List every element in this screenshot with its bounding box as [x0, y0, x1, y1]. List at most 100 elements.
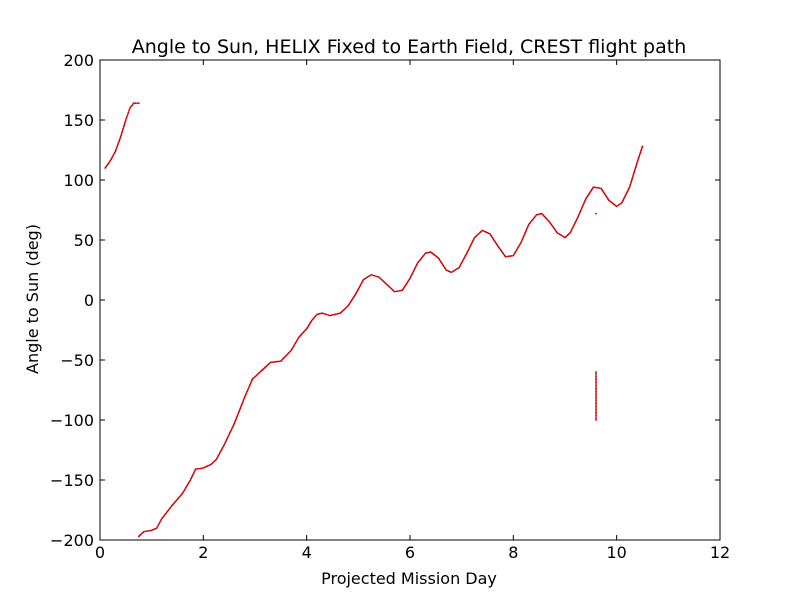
- data-point: [455, 268, 458, 271]
- data-point: [115, 148, 117, 151]
- data-point: [507, 255, 510, 258]
- data-point: [231, 426, 234, 429]
- data-point: [111, 155, 114, 158]
- data-point: [224, 441, 227, 444]
- data-point: [595, 380, 597, 382]
- data-point: [595, 417, 597, 420]
- data-point: [157, 524, 160, 527]
- data-point: [124, 121, 126, 124]
- data-point: [228, 433, 231, 436]
- data-point: [595, 389, 597, 391]
- data-point: [155, 527, 158, 529]
- data-point: [226, 437, 229, 440]
- data-point: [226, 436, 229, 438]
- data-point: [641, 146, 643, 149]
- data-point: [125, 116, 128, 118]
- data-point: [533, 216, 536, 219]
- data-point: [618, 203, 621, 206]
- data-point: [233, 421, 236, 424]
- data-point: [453, 269, 455, 272]
- data-point: [595, 378, 597, 381]
- data-point: [189, 479, 192, 481]
- data-point: [560, 234, 563, 237]
- data-point: [124, 120, 127, 123]
- data-point: [595, 413, 597, 415]
- data-point: [634, 166, 637, 169]
- data-point: [110, 158, 112, 161]
- data-point: [274, 360, 276, 363]
- data-point: [524, 231, 527, 234]
- data-point: [297, 337, 300, 340]
- data-point: [194, 468, 197, 471]
- data-point: [376, 275, 379, 278]
- data-point: [579, 210, 582, 213]
- data-point: [294, 342, 296, 345]
- data-point: [327, 314, 330, 317]
- data-point: [160, 518, 163, 521]
- data-point: [127, 113, 129, 115]
- data-point: [594, 186, 596, 189]
- data-point: [237, 411, 240, 414]
- data-point: [504, 255, 507, 258]
- data-point: [523, 234, 525, 237]
- data-point: [520, 241, 522, 244]
- data-point: [229, 430, 232, 433]
- data-point: [228, 432, 231, 434]
- data-point: [232, 424, 235, 426]
- data-point: [595, 398, 597, 400]
- data-point: [132, 102, 135, 105]
- data-point: [517, 246, 519, 249]
- data-point: [293, 344, 296, 347]
- data-point: [187, 483, 189, 485]
- data-point: [595, 392, 597, 394]
- data-point: [235, 418, 237, 421]
- data-point: [450, 271, 453, 274]
- data-point: [313, 317, 315, 319]
- data-point: [592, 186, 595, 189]
- y-axis-label: Angle to Sun (deg): [23, 224, 42, 374]
- data-point: [242, 399, 245, 401]
- data-point: [532, 217, 535, 220]
- data-point: [530, 219, 533, 222]
- data-point: [577, 216, 579, 219]
- data-point: [365, 277, 367, 279]
- data-point: [526, 227, 528, 230]
- data-point: [134, 102, 137, 105]
- data-point: [595, 372, 597, 375]
- data-point: [517, 245, 520, 248]
- data-point: [641, 145, 644, 148]
- data-point: [637, 156, 640, 159]
- data-point: [184, 487, 187, 489]
- data-point: [420, 257, 423, 259]
- data-point: [615, 205, 618, 208]
- data-point: [595, 387, 597, 390]
- data-point: [595, 186, 598, 189]
- data-point: [125, 117, 128, 120]
- data-point: [272, 361, 275, 363]
- data-point: [246, 390, 248, 393]
- data-point: [146, 530, 148, 533]
- data-point: [137, 102, 140, 105]
- data-point: [333, 313, 336, 316]
- data-point: [595, 390, 597, 393]
- data-point: [239, 406, 242, 408]
- data-point: [561, 235, 564, 237]
- data-point: [595, 375, 597, 378]
- data-point: [119, 137, 122, 140]
- data-point: [275, 360, 278, 363]
- data-point: [630, 180, 633, 183]
- plot-area: 0 2 4 6 8 10 12 −200 −150 −100 −50 0 50 100 150 200: [50, 51, 730, 562]
- data-point: [192, 473, 194, 476]
- data-point: [362, 278, 365, 281]
- x-tick-label: 8: [508, 543, 518, 562]
- data-point: [635, 163, 638, 166]
- data-point: [109, 159, 112, 162]
- data-point: [595, 405, 597, 408]
- data-point: [194, 469, 196, 472]
- data-point: [629, 182, 632, 184]
- data-point: [628, 186, 631, 189]
- data-point: [629, 183, 632, 186]
- data-point: [236, 415, 238, 418]
- data-point: [200, 467, 203, 470]
- data-point: [269, 361, 272, 364]
